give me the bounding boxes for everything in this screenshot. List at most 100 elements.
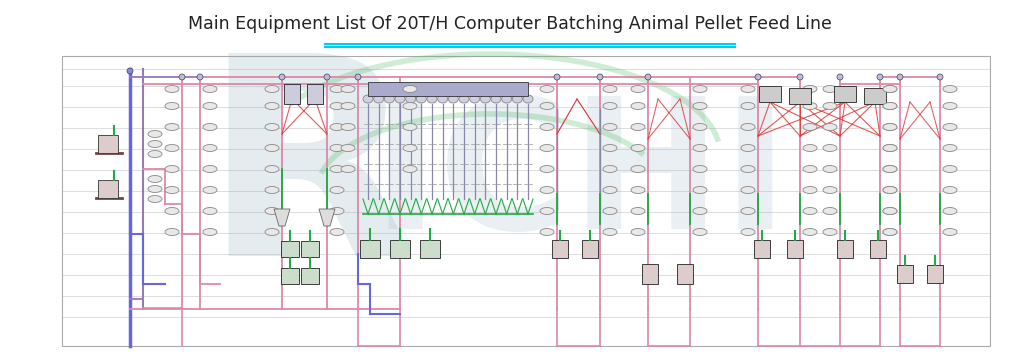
Ellipse shape — [203, 186, 217, 194]
Ellipse shape — [165, 207, 178, 214]
Ellipse shape — [631, 145, 644, 151]
Bar — [677, 264, 692, 284]
Ellipse shape — [822, 207, 837, 214]
Bar — [307, 84, 323, 104]
Ellipse shape — [822, 145, 837, 151]
Ellipse shape — [148, 186, 162, 193]
Circle shape — [796, 74, 802, 80]
Text: R: R — [203, 44, 417, 314]
Bar — [789, 88, 810, 104]
Ellipse shape — [373, 95, 383, 103]
Ellipse shape — [330, 166, 343, 173]
Ellipse shape — [631, 86, 644, 92]
Bar — [98, 135, 118, 153]
Ellipse shape — [330, 207, 343, 214]
Bar — [837, 240, 852, 258]
Ellipse shape — [802, 166, 816, 173]
Ellipse shape — [943, 86, 956, 92]
Ellipse shape — [882, 186, 896, 194]
Bar — [869, 240, 886, 258]
Ellipse shape — [203, 123, 217, 131]
Ellipse shape — [692, 229, 706, 236]
Ellipse shape — [265, 145, 279, 151]
Ellipse shape — [692, 166, 706, 173]
Ellipse shape — [437, 95, 447, 103]
Ellipse shape — [459, 95, 469, 103]
Ellipse shape — [340, 123, 355, 131]
Ellipse shape — [822, 86, 837, 92]
Ellipse shape — [394, 95, 405, 103]
Bar — [98, 180, 118, 198]
Ellipse shape — [265, 207, 279, 214]
Bar — [582, 240, 597, 258]
Circle shape — [279, 74, 284, 80]
Ellipse shape — [602, 207, 616, 214]
Ellipse shape — [427, 95, 436, 103]
Ellipse shape — [403, 103, 417, 110]
Ellipse shape — [943, 166, 956, 173]
Ellipse shape — [165, 103, 178, 110]
Ellipse shape — [165, 86, 178, 92]
Ellipse shape — [469, 95, 479, 103]
Ellipse shape — [822, 186, 837, 194]
Polygon shape — [319, 209, 334, 226]
Ellipse shape — [265, 166, 279, 173]
Ellipse shape — [802, 145, 816, 151]
Ellipse shape — [740, 207, 754, 214]
Ellipse shape — [631, 166, 644, 173]
Ellipse shape — [602, 166, 616, 173]
Ellipse shape — [740, 103, 754, 110]
Ellipse shape — [740, 145, 754, 151]
Ellipse shape — [148, 131, 162, 138]
Ellipse shape — [539, 229, 553, 236]
Ellipse shape — [802, 186, 816, 194]
Ellipse shape — [480, 95, 490, 103]
Ellipse shape — [203, 207, 217, 214]
Ellipse shape — [148, 141, 162, 147]
Ellipse shape — [882, 229, 896, 236]
Ellipse shape — [882, 229, 896, 236]
Circle shape — [127, 68, 132, 74]
Ellipse shape — [165, 123, 178, 131]
Ellipse shape — [692, 103, 706, 110]
Ellipse shape — [822, 166, 837, 173]
Ellipse shape — [203, 86, 217, 92]
Ellipse shape — [882, 123, 896, 131]
Ellipse shape — [406, 95, 416, 103]
Ellipse shape — [265, 229, 279, 236]
Ellipse shape — [384, 95, 394, 103]
Circle shape — [178, 74, 184, 80]
Ellipse shape — [403, 123, 417, 131]
Circle shape — [197, 74, 203, 80]
Ellipse shape — [490, 95, 500, 103]
Ellipse shape — [802, 207, 816, 214]
Ellipse shape — [330, 145, 343, 151]
Bar — [283, 84, 300, 104]
Ellipse shape — [340, 86, 355, 92]
Ellipse shape — [602, 86, 616, 92]
Ellipse shape — [539, 123, 553, 131]
Ellipse shape — [165, 186, 178, 194]
Ellipse shape — [631, 186, 644, 194]
Ellipse shape — [882, 86, 896, 92]
Ellipse shape — [203, 103, 217, 110]
Ellipse shape — [363, 95, 373, 103]
Circle shape — [876, 74, 882, 80]
Ellipse shape — [740, 123, 754, 131]
Bar — [301, 241, 319, 257]
Ellipse shape — [330, 186, 343, 194]
Bar — [641, 264, 657, 284]
Ellipse shape — [602, 123, 616, 131]
Ellipse shape — [882, 207, 896, 214]
Ellipse shape — [165, 166, 178, 173]
Ellipse shape — [602, 103, 616, 110]
Ellipse shape — [882, 123, 896, 131]
Bar — [753, 240, 769, 258]
Circle shape — [644, 74, 650, 80]
Circle shape — [596, 74, 602, 80]
Circle shape — [896, 74, 902, 80]
Text: ICHI: ICHI — [371, 91, 788, 267]
Ellipse shape — [692, 86, 706, 92]
Ellipse shape — [265, 123, 279, 131]
Ellipse shape — [265, 86, 279, 92]
